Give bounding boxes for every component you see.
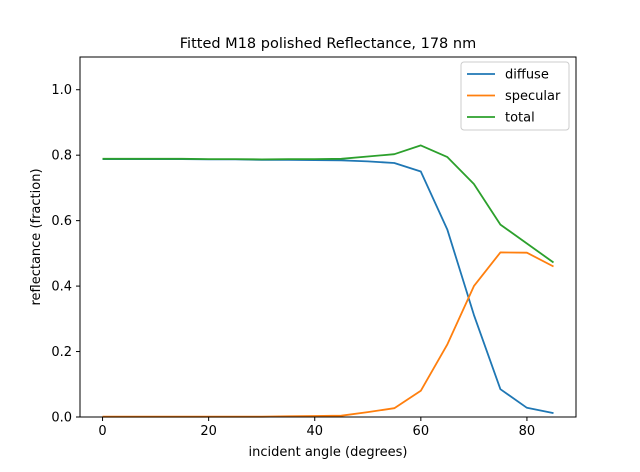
series-line-total [102,144,555,264]
y-axis: 0.0 0.2 0.4 0.6 0.8 1.0 [51,83,80,426]
x-tick-label: 0 [98,424,106,439]
y-tick-label: 1.0 [51,83,72,98]
x-axis: 0 20 40 60 80 [98,417,535,439]
x-axis-label: incident angle (degrees) [248,445,407,460]
legend-label-specular: specular [505,89,561,104]
x-tick-label: 20 [200,424,217,439]
x-tick-label: 80 [519,424,536,439]
legend: diffuse specular total [460,61,570,131]
plot-frame [79,56,577,418]
legend-box [460,61,570,131]
x-tick-label: 40 [306,424,323,439]
y-axis-label: reflectance (fraction) [29,168,44,305]
legend-label-diffuse: diffuse [505,68,549,83]
y-tick-label: 0.0 [51,411,72,426]
y-tick-label: 0.2 [51,345,72,360]
series-line-specular [102,251,554,418]
chart-title: Fitted M18 polished Reflectance, 178 nm [180,36,476,52]
y-tick-label: 0.6 [51,214,72,229]
y-tick-label: 0.8 [51,149,72,164]
plot-content [102,144,555,418]
y-tick-label: 0.4 [51,280,72,295]
series-line-diffuse [102,158,554,414]
legend-label-total: total [505,111,535,126]
x-tick-label: 60 [413,424,430,439]
